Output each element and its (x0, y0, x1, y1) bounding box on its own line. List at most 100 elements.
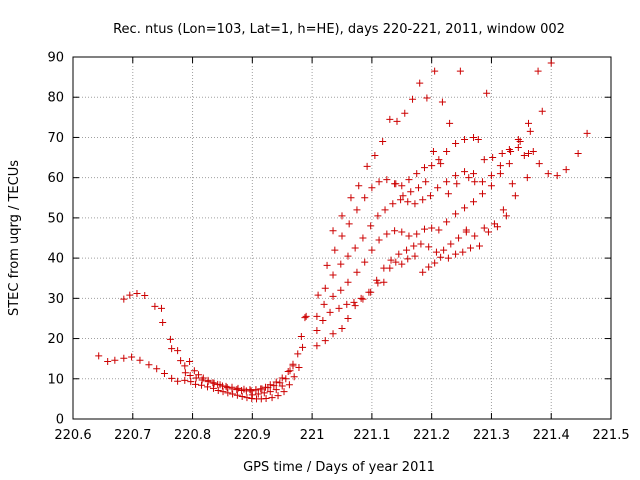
data-point (247, 387, 255, 395)
data-point (297, 333, 305, 341)
data-point (344, 252, 352, 260)
data-point (368, 246, 376, 254)
data-point (508, 180, 516, 188)
data-point (387, 256, 395, 264)
data-point (190, 367, 198, 375)
data-point (321, 284, 329, 292)
y-tick-label: 50 (47, 211, 64, 226)
data-point (145, 361, 153, 369)
data-point (379, 137, 387, 145)
data-point (432, 248, 440, 256)
data-point (210, 379, 218, 387)
data-point (443, 218, 451, 226)
data-point (174, 377, 182, 385)
data-point (391, 227, 399, 235)
data-point (456, 67, 464, 75)
data-point (313, 327, 321, 335)
data-point (452, 172, 460, 180)
data-point (344, 314, 352, 322)
data-point (516, 137, 524, 145)
data-point (437, 160, 445, 168)
data-point (428, 224, 436, 232)
data-point (375, 178, 383, 186)
data-point (416, 79, 424, 87)
data-point (136, 356, 144, 364)
data-point (514, 144, 522, 151)
data-point (350, 298, 358, 306)
data-point (353, 206, 361, 214)
data-point (507, 148, 515, 156)
data-point (553, 172, 561, 180)
data-point (280, 388, 288, 396)
data-point (420, 225, 428, 233)
data-point (525, 150, 533, 158)
data-point (389, 200, 397, 208)
data-point (395, 250, 403, 258)
data-point (268, 394, 276, 402)
data-point (526, 127, 534, 135)
data-point (438, 98, 446, 106)
data-point (452, 139, 460, 147)
grid-lines (73, 57, 611, 419)
data-point (405, 232, 413, 240)
data-point (204, 383, 211, 391)
plot-frame (72, 56, 612, 420)
data-point (222, 382, 230, 390)
data-point (411, 252, 419, 260)
data-point (434, 184, 442, 192)
data-point (397, 196, 405, 204)
x-tick-label: 221.2 (413, 428, 450, 443)
data-point (282, 375, 290, 383)
data-point (238, 392, 246, 400)
data-point (367, 222, 375, 230)
data-point (480, 156, 488, 164)
x-tick-label: 221 (300, 428, 325, 443)
data-point (383, 230, 391, 238)
data-point (371, 152, 379, 160)
y-tick-label: 60 (47, 171, 64, 186)
data-point (294, 350, 302, 358)
data-point (335, 304, 343, 312)
data-point (380, 264, 388, 272)
data-point (398, 228, 406, 236)
data-point (359, 234, 367, 242)
data-point (426, 192, 434, 200)
data-point (535, 160, 543, 168)
y-tick-label: 70 (47, 131, 64, 146)
y-tick-label: 10 (47, 372, 64, 387)
data-point (428, 162, 436, 170)
data-point (345, 220, 353, 228)
x-axis-label: GPS time / Days of year 2011 (243, 460, 435, 475)
data-point (425, 243, 433, 251)
data-point (437, 253, 445, 261)
data-point (285, 381, 293, 389)
data-point (128, 353, 136, 361)
data-point (484, 228, 492, 236)
data-point (126, 291, 134, 299)
data-point (429, 148, 437, 156)
data-point (359, 295, 367, 303)
y-axis-label: STEC from uqrg / TECUs (7, 160, 22, 316)
data-point (461, 168, 469, 176)
data-point (447, 240, 455, 248)
x-tick-label: 220.7 (114, 428, 151, 443)
data-point (419, 268, 427, 276)
data-point (562, 166, 570, 174)
data-point (219, 388, 227, 396)
data-point (374, 212, 382, 220)
data-point (264, 384, 272, 392)
data-point (496, 162, 504, 170)
data-point (496, 170, 504, 178)
data-point (133, 290, 141, 298)
data-point (386, 115, 394, 123)
x-tick-label: 221.3 (473, 428, 510, 443)
data-point (487, 182, 495, 190)
data-point (355, 182, 363, 190)
data-point (393, 117, 401, 125)
data-point (470, 170, 478, 178)
y-tick-label: 0 (56, 413, 64, 428)
data-point (262, 394, 270, 402)
data-point (181, 376, 189, 384)
data-point (409, 95, 417, 103)
